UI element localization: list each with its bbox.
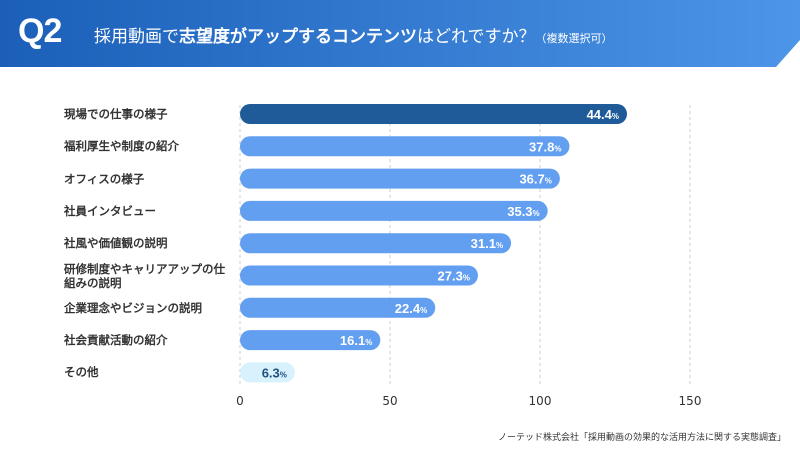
title-note: （複数選択可）	[535, 32, 613, 45]
data-label: 36.7%	[519, 172, 551, 187]
category-label: 社風や価値観の説明	[64, 236, 168, 251]
bar	[240, 200, 548, 221]
data-label: 16.1%	[340, 333, 372, 348]
category-label: 現場での仕事の様子	[64, 107, 168, 121]
x-tick-label: 150	[679, 394, 702, 408]
header-background	[0, 0, 800, 67]
bar	[240, 265, 478, 286]
data-label: 22.4%	[395, 301, 427, 316]
source-note: ノーテッド株式会社「採用動画の効果的な活用方法に関する実態調査」	[497, 433, 786, 443]
category-label: その他	[64, 365, 99, 380]
category-label: 福利厚生や制度の紹介	[64, 139, 179, 154]
category-label: オフィスの様子	[64, 171, 145, 186]
question-number: Q2	[18, 12, 62, 50]
category-label: 社会貢献活動の紹介	[64, 333, 168, 348]
x-tick-label: 0	[236, 394, 244, 408]
bar	[240, 330, 381, 351]
bar	[240, 362, 295, 383]
bar	[240, 233, 512, 254]
category-label: 社員インタビュー	[64, 203, 156, 218]
category-label: 企業理念やビジョンの説明	[64, 300, 202, 315]
bar	[240, 168, 560, 189]
title-post: はどれですか？	[417, 27, 536, 47]
title-pre: 採用動画で	[94, 27, 179, 47]
data-label: 44.4%	[587, 107, 619, 122]
bar	[240, 136, 570, 157]
bar	[240, 297, 436, 318]
header-banner: Q2 採用動画で志望度がアップするコンテンツはどれですか？（複数選択可）	[0, 0, 800, 67]
bar	[240, 104, 627, 124]
category-label: 研修制度やキャリアアップの仕組みの説明	[64, 261, 225, 290]
data-label: 27.3%	[438, 269, 470, 284]
data-label: 35.3%	[507, 204, 539, 219]
question-title: 採用動画で志望度がアップするコンテンツはどれですか？（複数選択可）	[94, 22, 613, 47]
title-emphasis: 志望度がアップするコンテンツ	[179, 27, 417, 47]
x-tick-label: 50	[382, 394, 397, 408]
data-label: 37.8%	[529, 139, 561, 154]
data-label: 31.1%	[471, 236, 503, 251]
x-tick-label: 100	[529, 394, 552, 408]
